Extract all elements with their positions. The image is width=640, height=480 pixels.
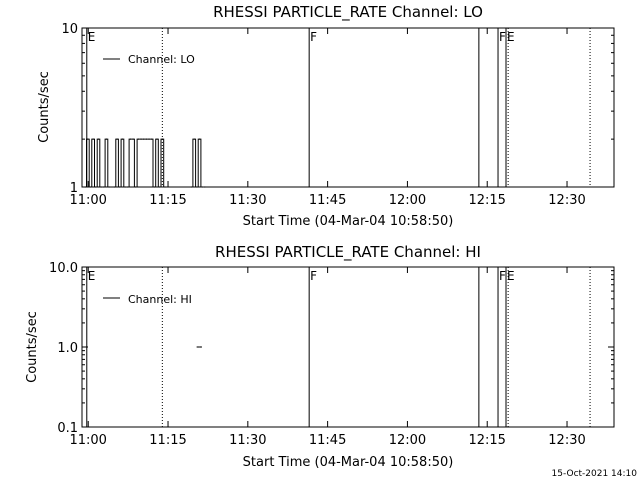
data-point (198, 138, 201, 140)
x-tick-label: 11:45 (309, 433, 346, 448)
data-point (153, 186, 155, 188)
data-point (143, 138, 145, 140)
data-point (140, 138, 142, 140)
chart-title: RHESSI PARTICLE_RATE Channel: LO (213, 3, 483, 22)
data-point (156, 138, 158, 140)
data-point (95, 186, 97, 188)
event-marker-label: E (507, 30, 515, 44)
data-point (159, 186, 161, 188)
data-point (148, 138, 150, 140)
data-point (137, 138, 139, 140)
x-tick-label: 12:15 (468, 193, 505, 208)
panel-lo: RHESSI PARTICLE_RATE Channel: LO Counts/… (37, 3, 615, 229)
x-tick-label: 12:30 (548, 433, 585, 448)
data-point (119, 186, 121, 188)
plot-frame (81, 266, 615, 428)
data-point (151, 138, 153, 140)
data-point (127, 186, 129, 188)
x-axis-label: Start Time (04-Mar-04 10:58:50) (243, 455, 454, 470)
data-point (161, 138, 163, 140)
data-point (197, 346, 199, 348)
data-point (204, 186, 206, 188)
x-tick-label: 11:15 (149, 433, 186, 448)
data-point (190, 186, 193, 188)
series-line (83, 138, 207, 188)
y-tick-label: 10 (61, 22, 78, 37)
legend-label: Channel: HI (128, 293, 192, 306)
data-point (84, 186, 86, 188)
x-tick-label: 12:15 (468, 433, 505, 448)
event-marker-label: E (88, 30, 96, 44)
y-tick-label: 1.0 (57, 341, 78, 356)
event-marker-label: F (310, 269, 317, 283)
data-point (132, 138, 134, 140)
data-point (129, 138, 132, 140)
event-marker-label: F (310, 30, 317, 44)
data-point (89, 186, 92, 188)
data-point (116, 138, 118, 140)
data-point (201, 186, 203, 188)
data-point (108, 186, 110, 188)
x-tick-label: 11:15 (149, 193, 186, 208)
data-point (200, 346, 202, 348)
data-point (124, 186, 126, 188)
y-axis-label: Counts/sec (25, 311, 40, 383)
event-marker-label: E (88, 269, 96, 283)
y-tick-label: 0.1 (57, 421, 78, 436)
x-tick-label: 12:00 (389, 433, 426, 448)
x-tick-label: 11:00 (69, 433, 106, 448)
event-marker-label: F (499, 269, 506, 283)
data-point (164, 186, 166, 188)
data-point (103, 186, 105, 188)
data-point (105, 138, 108, 140)
data-point (121, 138, 124, 140)
x-tick-label: 11:30 (229, 433, 266, 448)
data-point (87, 138, 89, 140)
y-tick-label: 10.0 (49, 261, 78, 276)
x-tick-label: 11:30 (229, 193, 266, 208)
legend-label: Channel: LO (128, 53, 195, 66)
panel-hi: RHESSI PARTICLE_RATE Channel: HI Counts/… (25, 243, 615, 470)
x-tick-label: 12:00 (389, 193, 426, 208)
event-marker-label: E (507, 269, 515, 283)
x-tick-label: 11:45 (309, 193, 346, 208)
data-point (145, 138, 147, 140)
x-axis-label: Start Time (04-Mar-04 10:58:50) (243, 214, 454, 229)
event-marker-label: F (499, 30, 506, 44)
data-point (97, 138, 100, 140)
chart-title: RHESSI PARTICLE_RATE Channel: HI (215, 243, 481, 262)
x-tick-label: 11:00 (69, 193, 106, 208)
data-point (113, 186, 116, 188)
data-point (196, 186, 198, 188)
y-axis-label: Counts/sec (37, 71, 52, 143)
data-point (100, 186, 102, 188)
footer-timestamp: 15-Oct-2021 14:10 (552, 469, 638, 479)
data-point (135, 186, 137, 188)
data-point (193, 138, 195, 140)
plot-frame (81, 27, 615, 188)
y-tick-label: 1 (70, 181, 78, 196)
x-tick-label: 12:30 (548, 193, 585, 208)
data-point (92, 138, 94, 140)
